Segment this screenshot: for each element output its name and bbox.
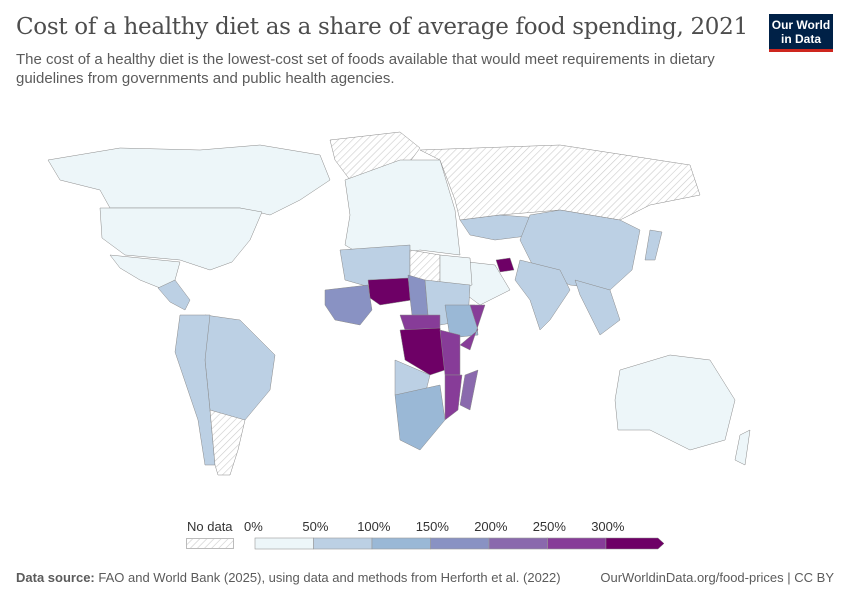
country-brazil[interactable] xyxy=(204,314,276,421)
legend-bin-4[interactable] xyxy=(488,537,548,550)
data-source: Data source: FAO and World Bank (2025), … xyxy=(16,570,561,585)
country-egypt[interactable] xyxy=(439,254,473,291)
country-southern-africa[interactable] xyxy=(394,384,446,451)
country-india[interactable] xyxy=(514,259,571,331)
owid-logo[interactable]: Our World in Data xyxy=(769,14,833,52)
legend-tick: 200% xyxy=(474,519,508,534)
country-madagascar[interactable] xyxy=(459,369,479,411)
country-west-africa[interactable] xyxy=(324,284,373,326)
legend-bin-0[interactable] xyxy=(254,537,314,550)
country-niger[interactable] xyxy=(367,277,413,306)
country-new-zealand[interactable] xyxy=(734,429,751,466)
countries-layer xyxy=(47,131,751,476)
legend-bin-1[interactable] xyxy=(313,537,373,550)
country-japan[interactable] xyxy=(644,229,663,261)
chart-subtitle: The cost of a healthy diet is the lowest… xyxy=(16,51,715,87)
country-canada[interactable] xyxy=(47,144,331,216)
country-central-america[interactable] xyxy=(157,279,191,311)
country-mozambique[interactable] xyxy=(444,374,463,421)
legend-tick: 250% xyxy=(532,519,566,534)
legend-no-data-swatch xyxy=(186,538,234,549)
country-ethiopia[interactable] xyxy=(444,304,479,339)
legend-bin-6[interactable] xyxy=(605,537,665,550)
legend-tick: 50% xyxy=(302,519,329,534)
source-link[interactable]: OurWorldinData.org/food-prices | CC BY xyxy=(600,570,834,585)
country-dr-congo[interactable] xyxy=(399,327,446,376)
country-australia[interactable] xyxy=(614,354,736,451)
legend-bin-3[interactable] xyxy=(430,537,490,550)
legend-bin-2[interactable] xyxy=(371,537,431,550)
legend-no-data-label: No data xyxy=(187,519,233,534)
legend-tick: 100% xyxy=(357,519,391,534)
country-europe[interactable] xyxy=(344,159,461,261)
country-united-states[interactable] xyxy=(99,207,263,271)
legend-color-bar xyxy=(254,537,665,550)
country-russia[interactable] xyxy=(419,144,701,221)
country-central-african-republic[interactable] xyxy=(399,314,441,331)
legend-tick: 150% xyxy=(415,519,449,534)
legend-tick: 300% xyxy=(591,519,625,534)
country-southeast-asia[interactable] xyxy=(574,279,621,336)
country-syria[interactable] xyxy=(495,257,515,273)
country-argentina[interactable] xyxy=(209,409,246,476)
chart-title: Cost of a healthy diet as a share of ave… xyxy=(16,14,748,40)
legend-tick: 0% xyxy=(244,519,263,534)
country-somalia[interactable] xyxy=(459,304,486,351)
legend-bin-5[interactable] xyxy=(547,537,607,550)
world-map[interactable] xyxy=(0,110,850,510)
